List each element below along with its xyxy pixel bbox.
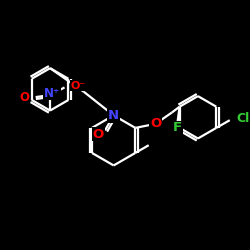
Text: F: F (173, 122, 182, 134)
Text: O: O (20, 90, 30, 104)
Text: O⁻: O⁻ (70, 80, 86, 90)
Text: O: O (92, 128, 104, 141)
Text: N⁺: N⁺ (44, 87, 60, 100)
Text: O: O (150, 116, 161, 130)
Text: Cl: Cl (236, 112, 250, 125)
Text: N: N (108, 109, 119, 122)
